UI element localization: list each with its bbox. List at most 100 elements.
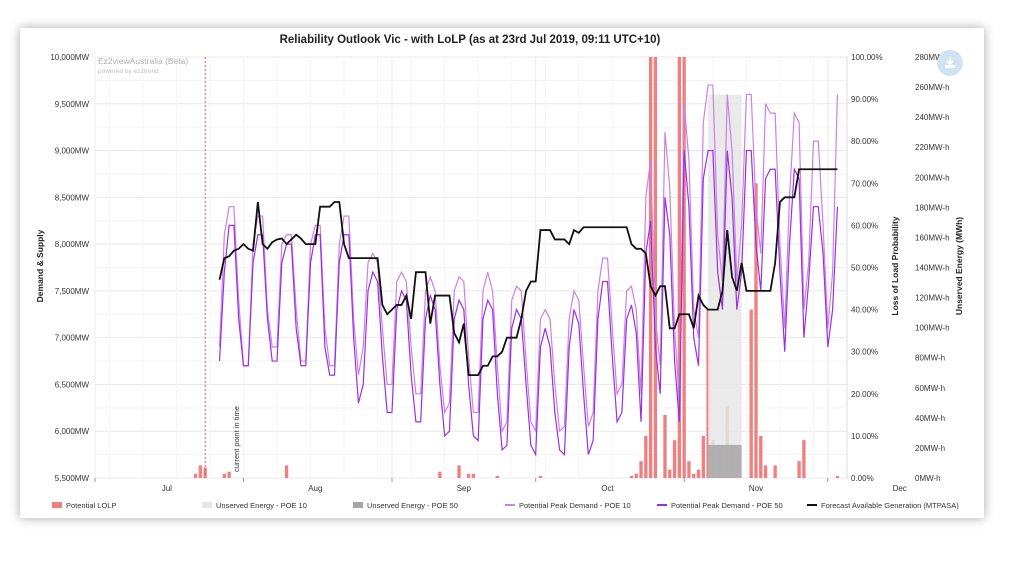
unserved-energy-area <box>708 444 742 478</box>
watermark-line-2: powered by ez2trend <box>98 68 159 75</box>
legend-label: Unserved Energy - POE 10 <box>216 501 307 510</box>
x-tick-label: Jul <box>162 484 172 493</box>
y-right2-tick: 240MW-h <box>915 113 950 122</box>
lolp-bar <box>227 471 231 478</box>
y-left-tick: 8,500MW <box>55 193 90 202</box>
lolp-bar <box>692 473 696 478</box>
lolp-bar <box>797 461 801 478</box>
y-right1-tick: 50.00% <box>851 264 878 273</box>
series-lines <box>218 84 839 457</box>
lolp-bar <box>629 475 634 478</box>
y-right1-tick: 0.00% <box>851 474 874 483</box>
series-line <box>218 168 838 376</box>
lolp-bar <box>495 475 500 478</box>
y-left-tick: 9,000MW <box>55 147 90 156</box>
y-left-tick: 7,000MW <box>55 334 90 343</box>
legend-label: Unserved Energy - POE 50 <box>367 501 458 510</box>
y-right2-tick: 160MW-h <box>915 233 950 242</box>
legend-label: Potential Peak Demand - POE 50 <box>671 501 783 510</box>
x-tick-label: Oct <box>601 484 614 493</box>
series-line <box>218 84 839 434</box>
legend: Potential LOLP Unserved Energy - POE 10 Un… <box>52 501 959 510</box>
x-tick-label: Dec <box>893 484 907 493</box>
series-line <box>218 149 839 457</box>
lolp-bar <box>538 475 543 478</box>
legend-label: Forecast Available Generation (MTPASA) <box>821 501 959 510</box>
y-right1-tick: 80.00% <box>851 137 878 146</box>
lolp-bar <box>754 183 758 479</box>
legend-label: Potential LOLP <box>66 501 116 510</box>
y-right2-tick: 280MW-h <box>915 53 950 62</box>
chart-title: Reliability Outlook Vic - with LoLP (as … <box>280 34 661 46</box>
y-right1-tick: 60.00% <box>851 221 878 230</box>
lolp-bar <box>802 440 806 478</box>
y-left-tick: 5,500MW <box>55 474 90 483</box>
lolp-bar <box>835 475 840 478</box>
y-right2-tick: 120MW-h <box>915 294 950 303</box>
y-right1-tick: 10.00% <box>851 432 878 441</box>
x-tick-label: Sep <box>457 484 472 493</box>
legend-label: Potential Peak Demand - POE 10 <box>519 501 631 510</box>
chart-frame <box>20 28 984 518</box>
y-right2-tick: 60MW-h <box>915 384 945 393</box>
export-button[interactable] <box>937 50 963 76</box>
lolp-bar <box>648 57 653 478</box>
y-right2-tick: 40MW-h <box>915 414 945 423</box>
marker-label: current point in time <box>232 406 241 472</box>
lolp-bar <box>773 465 777 478</box>
y-right2-tick: 0MW-h <box>915 474 941 483</box>
lolp-bar <box>763 465 768 478</box>
y-left-tick: 8,000MW <box>55 240 90 249</box>
y-left-label: Demand & Supply <box>35 229 45 302</box>
lolp-bar <box>457 465 461 478</box>
y-left-tick: 6,500MW <box>55 380 90 389</box>
legend-swatch <box>353 502 363 508</box>
lolp-bar <box>222 473 227 478</box>
lolp-bar <box>644 435 648 478</box>
y-left-tick: 7,500MW <box>55 287 90 296</box>
y-left-tick: 6,000MW <box>55 427 90 436</box>
lolp-bar <box>687 461 691 478</box>
y-right1-tick: 70.00% <box>851 179 878 188</box>
y-right2-tick: 180MW-h <box>915 203 950 212</box>
lolp-bar <box>203 467 207 478</box>
y-right2-tick: 100MW-h <box>915 324 950 333</box>
y-right1-tick: 40.00% <box>851 306 878 315</box>
y-right1-tick: 90.00% <box>851 95 878 104</box>
lolp-bar <box>696 469 701 478</box>
y-right2-tick: 140MW-h <box>915 264 950 273</box>
y-left-tick: 9,500MW <box>55 100 90 109</box>
y-right2-label: Unserved Energy (MWh) <box>954 217 964 315</box>
y-right2-tick: 260MW-h <box>915 83 950 92</box>
x-tick-label: Nov <box>749 484 763 493</box>
lolp-bar <box>701 435 705 478</box>
lolp-bar <box>682 57 686 478</box>
lolp-bar <box>438 471 442 478</box>
lolp-bar <box>466 473 471 478</box>
y-right1-label: Loss of Load Probability <box>890 216 900 315</box>
lolp-bar <box>759 435 763 478</box>
lolp-bar <box>634 473 638 478</box>
watermark-line-1: Ez2viewAustralia (Beta) <box>98 56 188 66</box>
y-right2-tick: 200MW-h <box>915 173 950 182</box>
legend-swatch <box>202 502 212 508</box>
download-icon <box>945 57 955 68</box>
y-right1-tick: 100.00% <box>851 53 883 62</box>
y-right2-tick: 20MW-h <box>915 444 945 453</box>
lolp-bar <box>198 465 203 478</box>
lolp-bar <box>639 461 643 478</box>
lolp-bar <box>663 414 667 478</box>
lolp-bar <box>672 440 677 478</box>
lolp-bar <box>677 57 682 478</box>
y-right2-tick: 80MW-h <box>915 354 945 363</box>
lolp-bar <box>668 469 672 478</box>
axes: 5,500MW 6,000MW 6,500MW 7,000MW 7,500MW 8,000… <box>50 53 949 493</box>
lolp-bar <box>284 465 289 478</box>
y-left-tick: 10,000MW <box>50 53 89 62</box>
lolp-bar <box>653 57 658 478</box>
lolp-bar <box>193 473 198 478</box>
y-right1-tick: 30.00% <box>851 348 878 357</box>
y-right1-tick: 20.00% <box>851 390 878 399</box>
lolp-bar <box>471 473 476 478</box>
